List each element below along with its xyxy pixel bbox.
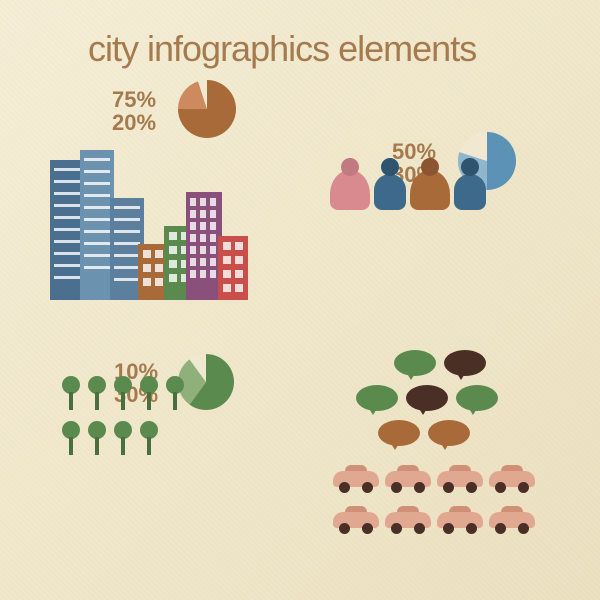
buildings-pct-labels: 75% 20% [112, 88, 156, 134]
buildings-chart [50, 140, 260, 300]
pct-label: 75% [112, 88, 156, 111]
speech-bubble-icon [428, 420, 470, 446]
speech-bubble-icon [394, 350, 436, 376]
tree-icon [60, 376, 82, 412]
buildings-pie [178, 80, 236, 143]
tree-icon [138, 421, 160, 457]
building-icon [80, 150, 114, 300]
person-icon [368, 152, 412, 212]
speech-bubble-icons [330, 348, 538, 453]
trees-section: 10% 30% [58, 360, 188, 464]
tree-icon [138, 376, 160, 412]
car-icon [385, 506, 431, 534]
speech-bubble-icon [406, 385, 448, 411]
tree-icons [58, 374, 188, 464]
pct-label: 20% [112, 111, 156, 134]
car-icon [489, 506, 535, 534]
tree-icon [164, 376, 186, 412]
people-section: 50% 30% [330, 140, 490, 217]
bubbles-cars-section [330, 348, 538, 543]
speech-bubble-icon [356, 385, 398, 411]
tree-icon [112, 421, 134, 457]
speech-bubble-icon [456, 385, 498, 411]
page-title: city infographics elements [88, 28, 476, 70]
tree-icon [86, 376, 108, 412]
car-icon [437, 465, 483, 493]
tree-icon [86, 421, 108, 457]
car-icons [330, 461, 538, 543]
people-icons [330, 152, 490, 217]
tree-icon [60, 421, 82, 457]
building-icon [50, 160, 84, 300]
person-icon [328, 152, 372, 212]
speech-bubble-icon [444, 350, 486, 376]
buildings-section: 75% 20% [50, 80, 260, 300]
speech-bubble-icon [378, 420, 420, 446]
car-icon [333, 465, 379, 493]
person-icon [408, 152, 452, 212]
building-icon [186, 192, 222, 300]
car-icon [437, 506, 483, 534]
car-icon [489, 465, 535, 493]
car-icon [333, 506, 379, 534]
trees-pie [178, 354, 234, 415]
building-icon [218, 236, 248, 300]
tree-icon [112, 376, 134, 412]
car-icon [385, 465, 431, 493]
person-icon [448, 152, 492, 212]
